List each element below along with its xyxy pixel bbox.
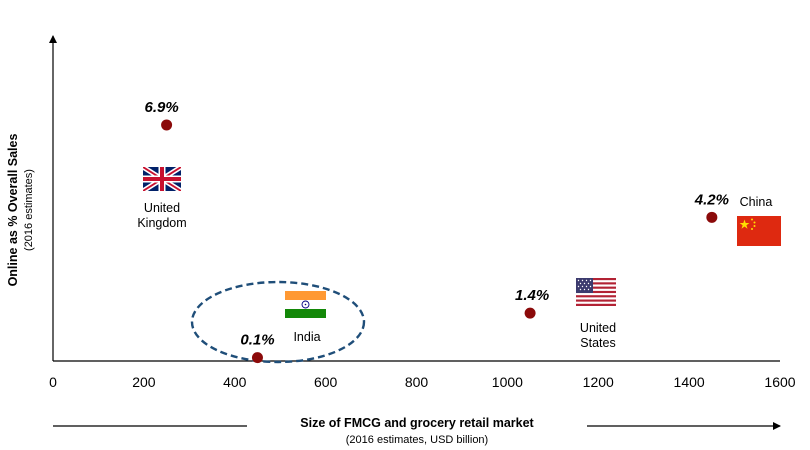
country-label: India — [293, 330, 320, 344]
x-tick-labels: 0 200 400 600 800 1000 1200 1400 1600 — [49, 374, 796, 390]
data-point-marker — [524, 307, 536, 319]
uk-flag — [143, 167, 181, 191]
x-tick-label: 1200 — [583, 374, 614, 390]
x-tick-label: 1000 — [492, 374, 523, 390]
y-axis-subtitle: (2016 estimates) — [23, 169, 35, 251]
data-point-marker — [251, 352, 263, 364]
data-point-label: 0.1% — [240, 332, 274, 349]
x-tick-label: 800 — [405, 374, 429, 390]
x-tick-label: 400 — [223, 374, 247, 390]
x-tick-label: 0 — [49, 374, 57, 390]
data-point-marker — [161, 119, 173, 131]
x-tick-label: 1400 — [674, 374, 705, 390]
data-point-label: 1.4% — [515, 287, 549, 304]
x-axis-subtitle: (2016 estimates, USD billion) — [346, 434, 488, 446]
data-point-label: 6.9% — [144, 99, 178, 116]
country-label: United — [144, 201, 180, 215]
country-label: Kingdom — [137, 216, 186, 230]
us-flag — [576, 278, 616, 306]
x-tick-label: 1600 — [764, 374, 795, 390]
y-axis-title: Online as % Overall Sales — [6, 134, 20, 287]
india-flag — [285, 291, 326, 318]
china-flag — [737, 216, 781, 246]
india-highlight-ellipse — [190, 280, 366, 364]
country-label: United — [580, 321, 616, 335]
x-axis-title: Size of FMCG and grocery retail market — [300, 416, 534, 430]
x-tick-label: 600 — [314, 374, 338, 390]
data-point-label: 4.2% — [694, 191, 729, 208]
country-label: States — [580, 336, 615, 350]
x-tick-label: 200 — [132, 374, 156, 390]
country-label: China — [740, 195, 773, 209]
data-point-marker — [706, 211, 718, 223]
